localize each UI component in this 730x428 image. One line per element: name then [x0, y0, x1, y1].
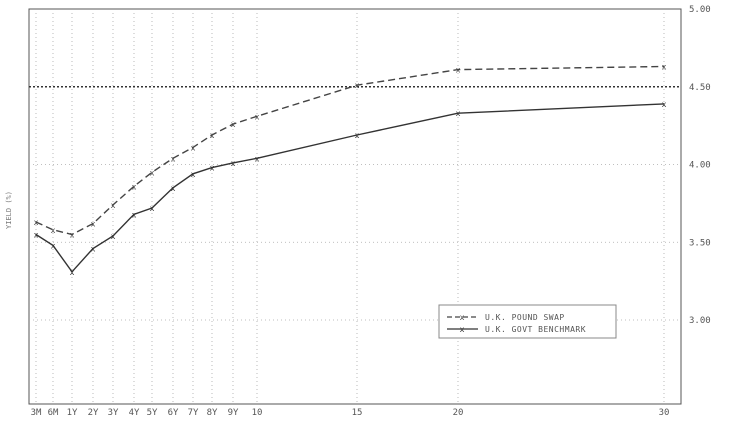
point-1-0: x: [34, 230, 39, 239]
x-tick-2: 1Y: [67, 408, 78, 418]
y-axis-label: YIELD (%): [5, 191, 13, 229]
legend-label-uk-pound-swap: U.K. POUND SWAP: [485, 313, 565, 322]
point-1-11: x: [255, 154, 260, 163]
point-0-1: x: [51, 226, 56, 235]
point-0-11: x: [255, 112, 260, 121]
x-tick-labels: 3M 6M 1Y 2Y 3Y 4Y 5Y 6Y 7Y 8Y 9Y 10 15 20 30: [31, 408, 670, 418]
point-1-9: x: [210, 164, 215, 173]
point-0-6: x: [150, 168, 155, 177]
point-0-2: x: [70, 230, 75, 239]
x-tick-14: 30: [659, 408, 670, 418]
point-0-0: x: [34, 218, 39, 227]
point-0-13: x: [456, 66, 461, 75]
x-tick-4: 3Y: [108, 408, 119, 418]
point-1-7: x: [171, 184, 176, 193]
x-tick-12: 15: [352, 408, 363, 418]
point-0-8: x: [191, 143, 196, 152]
plot-frame: [28, 8, 682, 405]
point-0-7: x: [171, 154, 176, 163]
point-0-9: x: [210, 131, 215, 140]
series-line-uk-pound-swap: [35, 65, 665, 236]
y-tick-1: 3.50: [689, 238, 711, 248]
point-0-14: x: [662, 63, 667, 72]
x-tick-1: 6M: [48, 408, 59, 418]
x-tick-0: 3M: [31, 408, 42, 418]
point-0-12: x: [355, 81, 360, 90]
y-tick-2: 4.00: [689, 161, 711, 171]
x-tick-5: 4Y: [129, 408, 140, 418]
legend-box: [438, 304, 617, 339]
legend-marker-uk-govt-benchmark: x: [460, 325, 465, 334]
x-tick-3: 2Y: [88, 408, 99, 418]
legend-label-uk-govt-benchmark: U.K. GOVT BENCHMARK: [485, 325, 586, 334]
point-1-4: x: [111, 232, 116, 241]
point-1-13: x: [456, 109, 461, 118]
point-1-6: x: [150, 204, 155, 213]
legend: x U.K. POUND SWAP x U.K. GOVT BENCHMARK: [438, 304, 617, 339]
point-0-4: x: [111, 201, 116, 210]
point-0-10: x: [231, 120, 236, 129]
x-tick-11: 10: [252, 408, 263, 418]
point-1-2: x: [70, 268, 75, 277]
x-tick-10: 9Y: [228, 408, 239, 418]
series-line-uk-govt-benchmark: [35, 103, 665, 273]
point-1-8: x: [191, 170, 196, 179]
x-tick-6: 5Y: [147, 408, 158, 418]
y-tick-labels: 3.00 3.50 4.00 4.50 5.00: [689, 5, 711, 326]
point-1-3: x: [91, 244, 96, 253]
legend-marker-uk-pound-swap: x: [460, 313, 465, 322]
x-tick-9: 8Y: [207, 408, 218, 418]
y-tick-3: 4.50: [689, 83, 711, 93]
x-tick-13: 20: [453, 408, 464, 418]
point-1-12: x: [355, 131, 360, 140]
point-0-3: x: [91, 220, 96, 229]
x-tick-7: 6Y: [168, 408, 179, 418]
y-tick-4: 5.00: [689, 5, 711, 15]
point-0-5: x: [132, 182, 137, 191]
x-tick-8: 7Y: [188, 408, 199, 418]
horizontal-grid: [29, 164, 681, 321]
point-1-14: x: [662, 100, 667, 109]
y-tick-0: 3.00: [689, 316, 711, 326]
point-1-10: x: [231, 159, 236, 168]
point-1-5: x: [132, 210, 137, 219]
point-1-1: x: [51, 241, 56, 250]
